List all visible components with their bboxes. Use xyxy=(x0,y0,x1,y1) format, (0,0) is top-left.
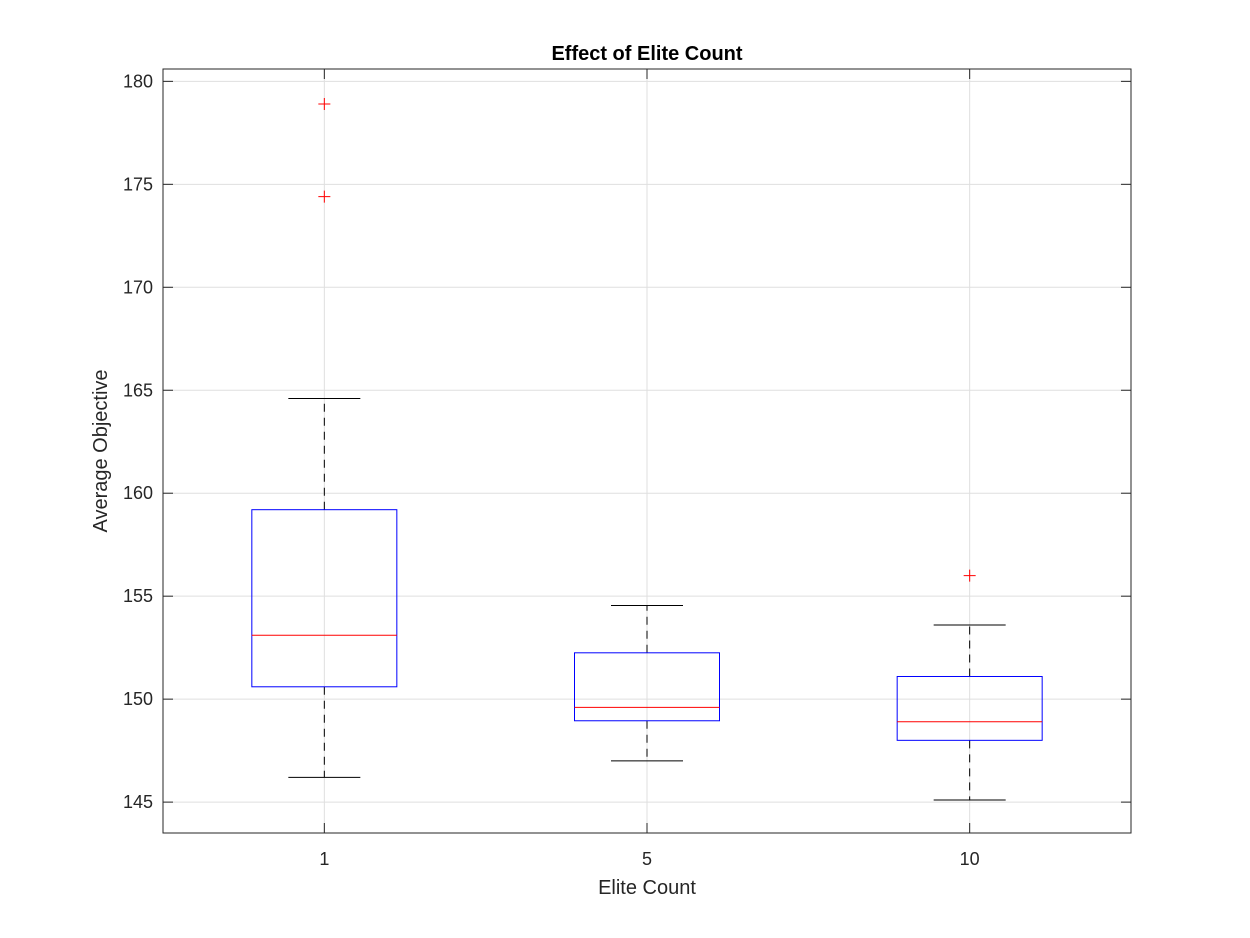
boxes xyxy=(251,98,1043,801)
y-tick-label: 145 xyxy=(123,792,153,812)
chart-title: Effect of Elite Count xyxy=(551,43,742,65)
y-tick-label: 155 xyxy=(123,586,153,606)
x-axis-label: Elite Count xyxy=(598,877,696,899)
y-tick-label: 160 xyxy=(123,483,153,503)
box-iqr xyxy=(574,652,720,722)
box-iqr xyxy=(251,509,398,688)
y-axis-label: Average Objective xyxy=(90,369,112,532)
x-tick-label: 10 xyxy=(960,849,980,869)
outlier-marker xyxy=(318,190,331,203)
x-tick-label: 5 xyxy=(642,849,652,869)
y-tick-label: 150 xyxy=(123,689,153,709)
y-tick-label: 180 xyxy=(123,71,153,91)
y-tick-label: 170 xyxy=(123,277,153,297)
box-group xyxy=(574,604,720,762)
ticks: 145 150 155 160 165 170 175 180 1 5 10 xyxy=(123,69,1131,869)
y-tick-label: 175 xyxy=(123,174,153,194)
box-group xyxy=(251,98,398,778)
outlier-marker xyxy=(963,569,976,582)
box-group xyxy=(896,569,1043,801)
y-tick-label: 165 xyxy=(123,380,153,400)
outlier-marker xyxy=(318,98,331,111)
x-tick-label: 1 xyxy=(319,849,329,869)
box-iqr xyxy=(896,675,1043,741)
